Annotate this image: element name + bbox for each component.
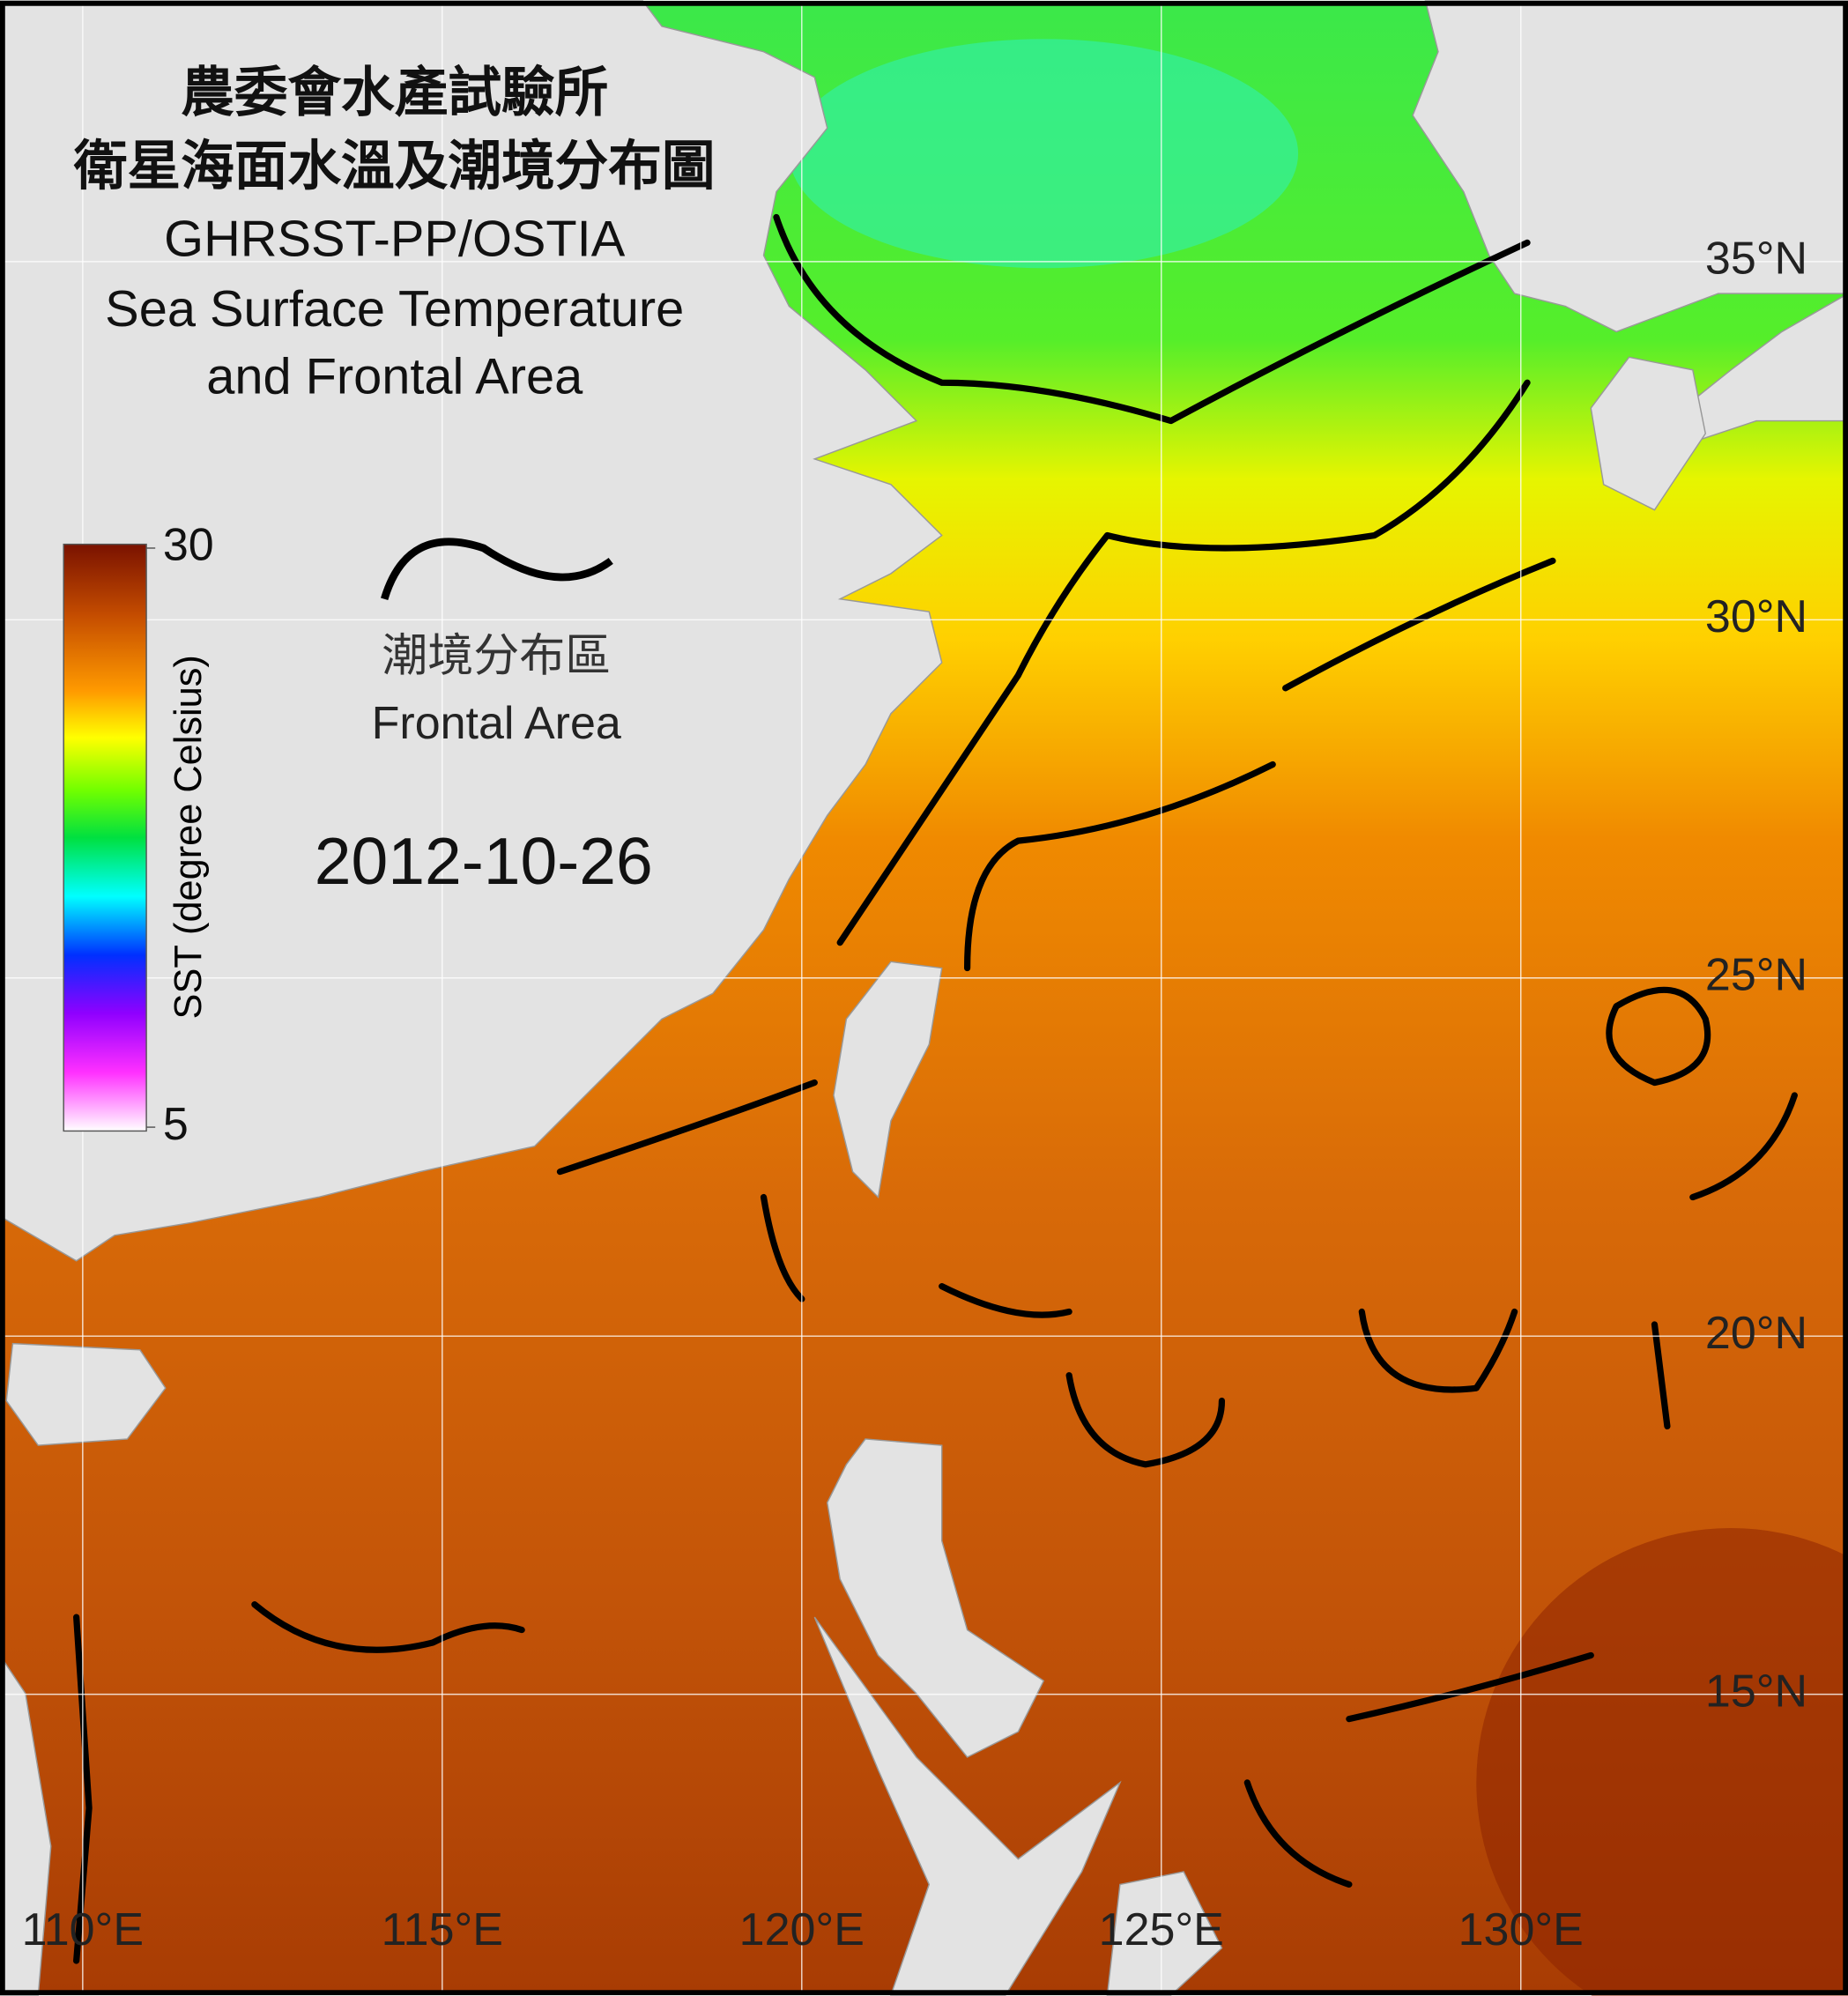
- front-line: [1243, 1779, 1353, 1888]
- y-tick-label: 20°N: [1705, 1308, 1807, 1359]
- korea: [1412, 0, 1848, 333]
- colorbar-tick-label: 5: [163, 1099, 189, 1150]
- kyushu: [1590, 356, 1707, 511]
- colorbar-label: SST (degree Celsius): [167, 655, 210, 1019]
- y-tick-label: 15°N: [1705, 1666, 1807, 1717]
- front-line: [963, 761, 1276, 972]
- y-tick-label: 30°N: [1705, 591, 1807, 642]
- x-tick-label: 125°E: [1099, 1904, 1224, 1955]
- fronts: [73, 213, 1798, 1964]
- front-line: [773, 213, 1531, 425]
- cold-water: [789, 39, 1299, 269]
- title-line: 衛星海面水溫及潮境分布圖: [73, 136, 716, 196]
- front-line: [1651, 1321, 1671, 1430]
- front-line: [1346, 1651, 1594, 1723]
- labels: 110°E 115°E 120°E 125°E 130°E 35°N 30°N 25°N 20°…: [22, 62, 1807, 1955]
- colorbar-tick-label: 30: [163, 520, 214, 571]
- x-tick-label: 120°E: [739, 1904, 865, 1955]
- front-line: [1606, 986, 1711, 1087]
- y-tick-label: 35°N: [1705, 234, 1807, 285]
- front-line: [251, 1601, 525, 1653]
- front-line: [1282, 557, 1556, 692]
- philippines: [813, 1616, 1122, 1996]
- x-tick-label: 130°E: [1458, 1904, 1584, 1955]
- title-line: 農委會水產試驗所: [181, 62, 608, 122]
- front-line: [556, 1079, 818, 1176]
- title-line: and Frontal Area: [206, 349, 583, 405]
- front-line: [939, 1283, 1072, 1318]
- y-tick-label: 25°N: [1705, 949, 1807, 1000]
- front-line: [1689, 1092, 1798, 1201]
- mindanao: [1106, 1871, 1223, 1996]
- title-line: GHRSST-PP/OSTIA: [164, 211, 626, 268]
- legend-symbol: [381, 538, 613, 600]
- front-line: [1358, 1308, 1518, 1393]
- title-line: Sea Surface Temperature: [105, 281, 684, 338]
- legend-label: Frontal Area: [372, 698, 621, 749]
- front-line: [1065, 1372, 1226, 1468]
- front-line: [836, 379, 1531, 946]
- colorbar: [63, 543, 147, 1132]
- hainan: [5, 1342, 167, 1446]
- x-tick-label: 110°E: [22, 1904, 144, 1955]
- indochina: [0, 1654, 52, 1996]
- front-line: [73, 1614, 93, 1964]
- x-tick-label: 115°E: [382, 1904, 503, 1955]
- luzon: [826, 1438, 1045, 1758]
- taiwan: [833, 961, 943, 1199]
- warm-water: [1476, 1528, 1848, 1996]
- date: 2012-10-26: [315, 824, 653, 898]
- legend-label: 潮境分布區: [382, 630, 611, 681]
- front-line: [760, 1193, 805, 1302]
